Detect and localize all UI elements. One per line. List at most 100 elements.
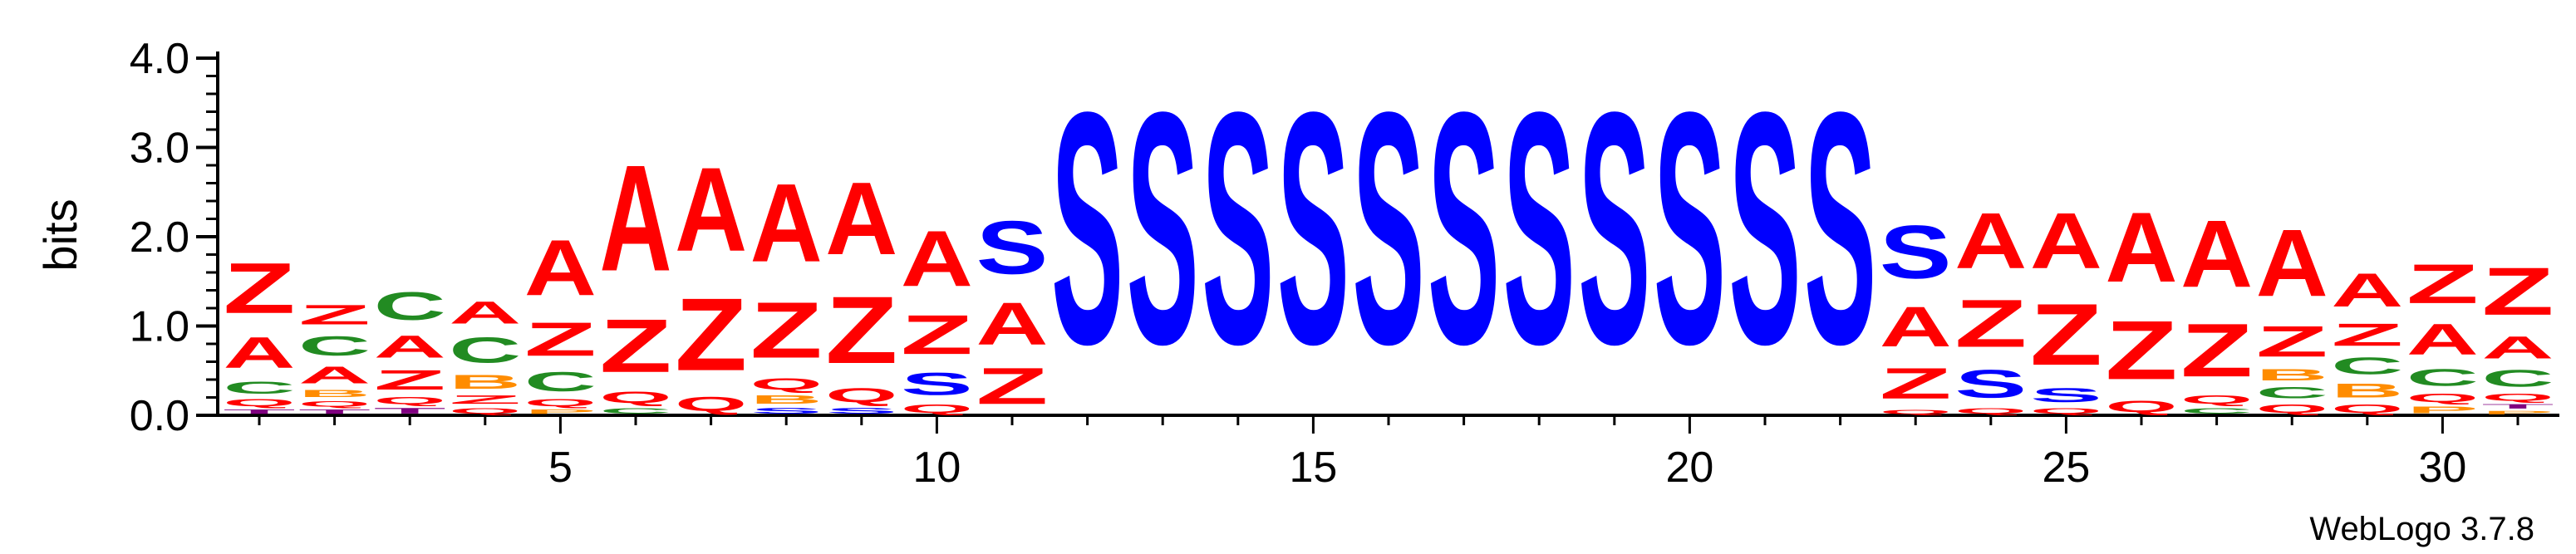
glyph-T: T	[2482, 403, 2554, 410]
glyph-S: S	[1954, 361, 2027, 406]
glyph-Z: Z	[976, 358, 1049, 415]
y-tick-label: 0.0	[130, 392, 189, 440]
stack-position-13: S	[1127, 43, 1199, 413]
glyph-Z: Z	[374, 364, 446, 395]
stack-position-18: S	[1503, 43, 1576, 413]
glyph-A: A	[2106, 192, 2178, 303]
glyph-C: C	[224, 378, 296, 397]
glyph-A: A	[2030, 197, 2102, 287]
glyph-B: B	[2256, 366, 2328, 384]
glyph-S: S	[1202, 43, 1274, 413]
glyph-A: A	[2482, 330, 2554, 365]
y-axis: bits 0.0 1.0 2.0 3.0 4.0	[34, 35, 219, 440]
glyph-Q: Q	[1880, 408, 1952, 415]
glyph-A: A	[675, 144, 747, 277]
glyph-S: S	[750, 406, 823, 415]
glyph-Z: Z	[298, 299, 371, 331]
glyph-A: A	[976, 291, 1049, 358]
glyph-Q: Q	[224, 397, 296, 408]
x-tick-label: 10	[912, 444, 961, 492]
glyph-C: C	[374, 284, 446, 328]
glyph-A: A	[1954, 197, 2027, 287]
x-tick-label: 5	[548, 444, 573, 492]
glyph-B: B	[750, 393, 823, 406]
stack-position-16: S	[1353, 43, 1425, 413]
stack-position-7: QZA	[675, 144, 747, 415]
glyph-Z: Z	[2406, 252, 2479, 315]
x-tick-label: 30	[2418, 444, 2466, 492]
glyph-Q: Q	[2256, 402, 2328, 415]
glyph-C: C	[2482, 365, 2554, 392]
glyph-Q: Q	[2482, 392, 2554, 403]
glyph-A: A	[2331, 264, 2403, 317]
glyph-Q: Q	[901, 402, 973, 415]
glyph-B: B	[2331, 380, 2403, 402]
glyph-C: C	[600, 406, 672, 415]
glyph-C: C	[2180, 406, 2253, 415]
glyph-S: S	[1880, 209, 1952, 294]
glyph-T: T	[224, 408, 296, 415]
glyph-Z: Z	[901, 303, 973, 365]
glyph-Z: Z	[2256, 317, 2328, 366]
stack-position-14: S	[1202, 43, 1274, 413]
glyph-C: C	[524, 366, 597, 398]
glyph-Z: Z	[2180, 308, 2253, 392]
x-tick-label: 25	[2042, 444, 2090, 492]
glyph-S: S	[1578, 43, 1650, 413]
glyph-Z: Z	[600, 304, 672, 388]
glyph-Q: Q	[2331, 402, 2403, 415]
x-tick-label: 20	[1665, 444, 1713, 492]
glyph-S: S	[1804, 43, 1876, 413]
glyph-S: S	[901, 366, 973, 402]
glyph-C: C	[2331, 353, 2403, 380]
glyph-Z: Z	[1880, 359, 1952, 408]
glyph-Q: Q	[449, 406, 521, 415]
y-tick-label: 1.0	[130, 303, 189, 351]
glyph-S: S	[1654, 43, 1726, 413]
glyph-A: A	[374, 328, 446, 364]
glyph-T: T	[298, 408, 371, 415]
glyph-A: A	[2180, 200, 2253, 307]
glyph-A: A	[2256, 209, 2328, 316]
glyph-Q: Q	[2406, 391, 2479, 404]
stack-position-17: S	[1428, 43, 1500, 413]
glyph-Z: Z	[224, 248, 296, 328]
glyph-Z: Z	[750, 286, 823, 375]
letter-stacks: TQCAZTQBACZTQZACQZBCAPQCZACQZAQZASBQZASQ…	[224, 43, 2554, 415]
glyph-B: B	[449, 370, 521, 393]
glyph-Q: Q	[675, 393, 747, 415]
stack-position-12: S	[1051, 43, 1123, 413]
glyph-S: S	[2030, 384, 2102, 406]
glyph-Q: Q	[524, 397, 597, 408]
glyph-S: S	[825, 406, 897, 415]
glyph-Q: Q	[750, 375, 823, 393]
glyph-A: A	[298, 361, 371, 388]
glyph-C: C	[2256, 385, 2328, 402]
y-tick-label: 2.0	[130, 213, 189, 262]
glyph-P: P	[2482, 409, 2554, 414]
glyph-A: A	[750, 160, 823, 286]
stack-position-11: ZAS	[976, 205, 1049, 415]
glyph-S: S	[1127, 43, 1199, 413]
glyph-T: T	[374, 406, 446, 415]
x-axis: 5 10 15 20 25 30	[218, 414, 2559, 492]
glyph-S: S	[976, 205, 1049, 290]
glyph-S: S	[1503, 43, 1576, 413]
glyph-Z: Z	[2482, 253, 2554, 329]
weblogo-credit: WebLogo 3.7.8	[2309, 511, 2534, 547]
stack-position-20: S	[1654, 43, 1726, 413]
glyph-A: A	[224, 329, 296, 378]
